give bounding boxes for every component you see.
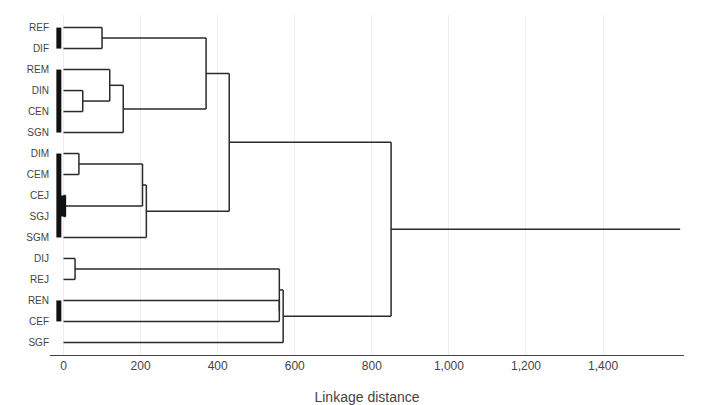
svg-text:REJ: REJ bbox=[30, 274, 49, 285]
svg-text:Linkage distance: Linkage distance bbox=[314, 389, 419, 405]
svg-text:SGN: SGN bbox=[27, 127, 49, 138]
svg-text:REF: REF bbox=[29, 22, 49, 33]
svg-text:DIN: DIN bbox=[32, 85, 49, 96]
svg-text:800: 800 bbox=[362, 359, 382, 373]
svg-text:1,000: 1,000 bbox=[434, 359, 464, 373]
svg-text:DIJ: DIJ bbox=[34, 253, 49, 264]
svg-text:600: 600 bbox=[285, 359, 305, 373]
svg-text:CEF: CEF bbox=[29, 316, 49, 327]
svg-text:400: 400 bbox=[208, 359, 228, 373]
svg-text:CEM: CEM bbox=[27, 169, 49, 180]
svg-text:SGJ: SGJ bbox=[30, 211, 49, 222]
svg-text:1,200: 1,200 bbox=[511, 359, 541, 373]
svg-text:CEJ: CEJ bbox=[30, 190, 49, 201]
svg-text:SGF: SGF bbox=[28, 337, 49, 348]
svg-text:0: 0 bbox=[60, 359, 67, 373]
svg-text:SGM: SGM bbox=[26, 232, 49, 243]
svg-text:DIF: DIF bbox=[33, 43, 49, 54]
svg-text:1,400: 1,400 bbox=[588, 359, 618, 373]
svg-text:CEN: CEN bbox=[28, 106, 49, 117]
svg-text:DIM: DIM bbox=[31, 148, 49, 159]
svg-text:REN: REN bbox=[28, 295, 49, 306]
svg-text:REM: REM bbox=[27, 64, 49, 75]
svg-text:200: 200 bbox=[131, 359, 151, 373]
